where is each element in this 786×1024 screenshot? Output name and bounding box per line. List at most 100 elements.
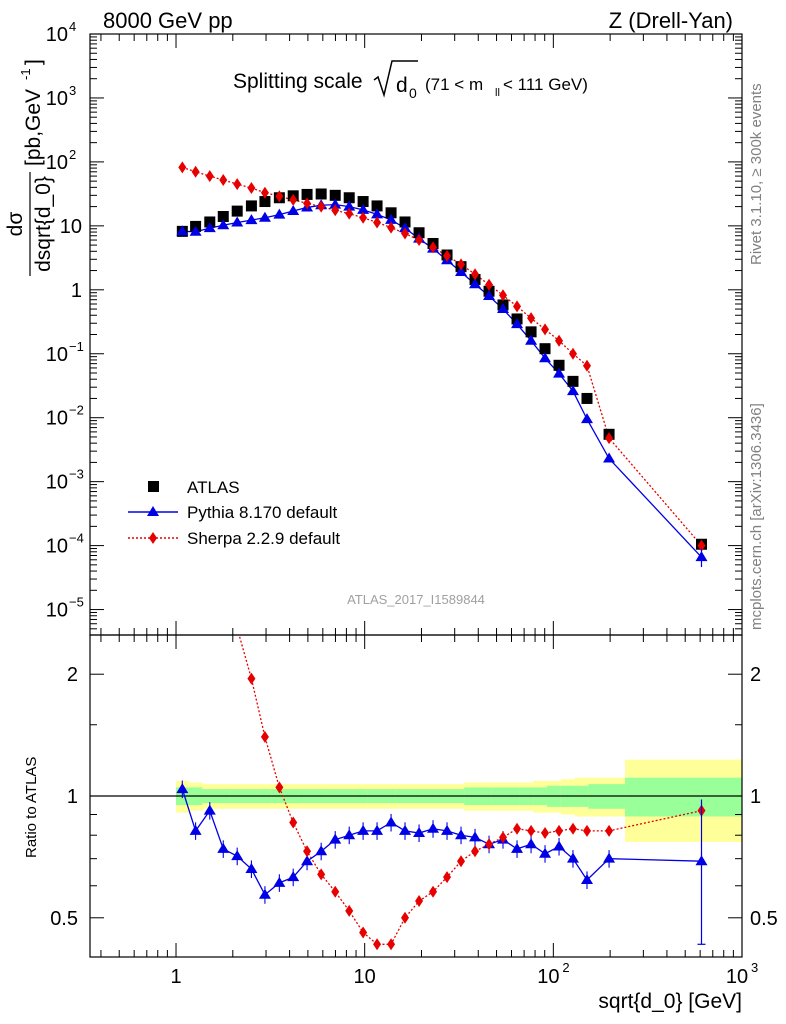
ratio-sherpa-point — [457, 855, 466, 868]
sherpa-point — [289, 193, 298, 206]
ratio-sherpa-point — [499, 831, 508, 844]
ratio-clipped-group — [90, 385, 742, 951]
ratio-sherpa-point — [260, 730, 269, 743]
ratio-pythia-point — [603, 852, 616, 863]
atlas-point — [329, 189, 341, 201]
pythia-point — [273, 208, 286, 219]
ylabel-ratio: Ratio to ATLAS — [23, 757, 40, 858]
ratio-pythia-point — [539, 847, 552, 858]
atlas-point — [204, 216, 216, 228]
ratio-pythia-point — [287, 871, 300, 882]
header-left: 8000 GeV pp — [103, 8, 233, 33]
ratio-y-tick-label-right: 2 — [750, 664, 761, 686]
sherpa-point — [527, 312, 536, 325]
atlas-point — [553, 359, 565, 371]
sherpa-point — [605, 432, 614, 445]
pythia-point — [455, 265, 468, 276]
ratio-pythia-point — [455, 829, 468, 840]
x-tick-label: 10 — [537, 966, 559, 988]
x-tick-label: 10 — [354, 966, 376, 988]
pythia-point — [176, 225, 189, 236]
ratio-y-tick-label-right: 0.5 — [750, 908, 778, 930]
plot-title-symbol-sub: 0 — [409, 85, 417, 101]
ratio-sherpa-point — [555, 824, 564, 837]
ratio-pythia-point — [231, 850, 244, 861]
ratio-y-tick-label: 1 — [67, 786, 78, 808]
pythia-point — [287, 204, 300, 215]
xlabel: sqrt{d_0} [GeV] — [598, 990, 742, 1013]
ratio-sherpa-point — [359, 926, 368, 939]
atlas-point — [399, 216, 411, 228]
pythia-point — [580, 413, 593, 424]
ratio-sherpa-point — [275, 781, 284, 794]
sherpa-point — [178, 161, 187, 174]
plot-title-main: Splitting scale — [233, 70, 363, 93]
pythia-point — [385, 213, 398, 224]
ratio-pythia-point — [176, 783, 189, 794]
plot-title-symbol: d — [396, 74, 408, 97]
sherpa-point — [345, 207, 354, 220]
atlas-point — [343, 192, 355, 204]
header-right: Z (Drell-Yan) — [609, 8, 733, 33]
ratio-pythia-point — [427, 822, 440, 833]
sherpa-point — [555, 334, 564, 347]
ratio-pythia-point — [553, 840, 566, 851]
x-tick-label-exp: 3 — [751, 960, 758, 975]
sherpa-point — [513, 300, 522, 313]
ratio-sherpa-point — [247, 672, 256, 685]
legend-atlas-label: ATLAS — [187, 478, 240, 497]
sherpa-point — [191, 165, 200, 178]
pythia-point — [329, 198, 342, 209]
atlas-point — [371, 200, 383, 212]
ratio-pythia-point — [315, 845, 328, 856]
ratio-sherpa-point — [178, 385, 186, 397]
ratio-sherpa-point — [219, 560, 227, 572]
atlas-point — [357, 196, 369, 208]
pythia-point — [553, 367, 566, 378]
ratio-pythia-point — [258, 888, 271, 899]
y-tick-label-exp: −5 — [69, 595, 84, 610]
sherpa-line — [182, 166, 702, 547]
ratio-sherpa-point — [415, 895, 424, 908]
sherpa-point — [499, 289, 508, 302]
sherpa-point — [233, 178, 242, 191]
ratio-pythia-point — [357, 824, 370, 835]
sherpa-point — [373, 216, 382, 229]
ratio-sherpa-point — [582, 824, 591, 837]
atlas-point — [567, 375, 579, 387]
ratio-sherpa-point — [317, 868, 326, 881]
ratio-sherpa-point — [471, 845, 480, 858]
sherpa-point — [568, 347, 577, 360]
atlas-point — [539, 343, 551, 355]
atlas-point — [231, 205, 243, 217]
pythia-point — [231, 216, 244, 227]
atlas-point — [301, 188, 313, 200]
sherpa-point — [205, 170, 214, 183]
ratio-y-tick-label: 2 — [67, 664, 78, 686]
ratio-sherpa-point — [303, 845, 312, 858]
plot-title-range-close: < 111 GeV) — [503, 75, 588, 94]
legend-pythia-marker — [147, 506, 159, 516]
ratio-series-group — [90, 385, 742, 951]
ratio-sherpa-point — [289, 816, 298, 829]
sherpa-point — [260, 186, 269, 199]
ylabel-units-sup: -1 — [18, 68, 33, 80]
atlas-point — [385, 207, 397, 219]
ratio-uncertainty-bands — [176, 759, 743, 842]
ylabel-units-end: ] — [22, 59, 45, 65]
analysis-id: ATLAS_2017_I1589844 — [347, 592, 485, 607]
legend-sherpa-marker — [149, 532, 157, 544]
atlas-point — [315, 188, 327, 200]
ratio-pythia-point — [441, 824, 454, 835]
x-tick-label-exp: 2 — [562, 960, 569, 975]
sherpa-point — [541, 323, 550, 336]
ratio-pythia-point — [273, 876, 286, 887]
ylabel-fraction-num: dσ — [4, 212, 27, 237]
ratio-pythia-point — [525, 838, 538, 849]
pythia-point — [469, 278, 482, 289]
y-tick-label: 10 — [60, 216, 82, 238]
plot-title: Splitting scale d 0 (71 < m ll < 111 GeV… — [233, 60, 588, 101]
pythia-point — [539, 352, 552, 363]
